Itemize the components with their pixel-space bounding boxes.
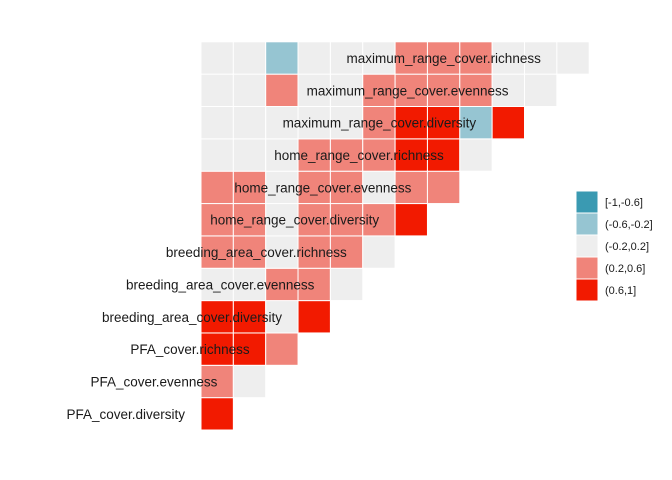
legend-label: (0.2,0.6] — [605, 263, 645, 275]
heatmap-cell — [232, 300, 267, 334]
heatmap-cell — [297, 267, 331, 302]
heatmap-cell — [297, 41, 331, 75]
heatmap-cell — [265, 332, 299, 366]
heatmap-cell — [232, 41, 267, 75]
legend: [-1,-0.6] (-0.6,-0.2] (-0.2,0.2] (0.2,0.6] (… — [575, 190, 653, 302]
row-label: home_range_cover.evenness — [234, 180, 411, 195]
heatmap-cell — [362, 41, 396, 75]
heatmap-cell — [232, 73, 267, 107]
heatmap-cell — [265, 73, 299, 107]
row-label: PFA_cover.diversity — [66, 407, 185, 422]
legend-swatch — [575, 234, 599, 258]
heatmap-cell — [524, 41, 558, 75]
heatmap-cell — [232, 267, 267, 302]
heatmap-cell — [265, 41, 299, 75]
row-label: breeding_area_cover.richness — [166, 245, 347, 260]
heatmap-cells — [200, 41, 590, 431]
row-label: PFA_cover.richness — [130, 342, 250, 357]
heatmap-cell — [329, 267, 364, 302]
row-label: PFA_cover.evenness — [91, 374, 218, 389]
heatmap-cell — [297, 106, 331, 140]
heatmap-cell — [426, 170, 461, 205]
heatmap-cell — [329, 170, 364, 205]
heatmap-cell — [394, 41, 428, 75]
heatmap-cell — [491, 73, 525, 107]
heatmap-cell — [362, 235, 396, 269]
heatmap-cell — [329, 41, 364, 75]
heatmap-cell — [232, 138, 267, 172]
heatmap-cell — [426, 73, 461, 107]
heatmap-cell — [200, 170, 234, 205]
heatmap-cell — [200, 397, 234, 431]
heatmap-cell — [524, 73, 558, 107]
heatmap-cell — [265, 300, 299, 334]
heatmap-cell — [265, 138, 299, 172]
heatmap-cell — [297, 203, 331, 237]
heatmap-cell — [265, 170, 299, 205]
heatmap-cell — [459, 138, 493, 172]
heatmap-cell — [329, 73, 364, 107]
heatmap-cell — [200, 364, 234, 399]
legend-swatch — [575, 190, 599, 214]
legend-swatch — [575, 256, 599, 280]
row-label: breeding_area_cover.diversity — [102, 310, 282, 325]
heatmap-cell — [200, 106, 234, 140]
heatmap-cell — [265, 106, 299, 140]
row-label: maximum_range_cover.richness — [347, 51, 542, 66]
heatmap-cell — [232, 203, 267, 237]
heatmap-cell — [200, 41, 234, 75]
heatmap-cell — [265, 267, 299, 302]
heatmap-cell — [200, 73, 234, 107]
legend-label: [-1,-0.6] — [605, 197, 643, 209]
legend-label: (-0.6,-0.2] — [605, 219, 653, 231]
heatmap-cell — [394, 203, 428, 237]
heatmap-cell — [200, 138, 234, 172]
row-label: breeding_area_cover.evenness — [126, 277, 315, 292]
heatmap-cell — [491, 41, 525, 75]
row-label: maximum_range_cover.evenness — [307, 83, 509, 98]
heatmap-cell — [329, 106, 364, 140]
heatmap-cell — [200, 332, 234, 366]
row-labels: PFA_cover.diversity PFA_cover.evenness PFA… — [66, 51, 541, 422]
heatmap-cell — [297, 300, 331, 334]
heatmap-cell — [426, 41, 461, 75]
heatmap-cell — [232, 235, 267, 269]
heatmap-cell — [297, 138, 331, 172]
heatmap-cell — [232, 364, 267, 399]
heatmap-cell — [394, 106, 428, 140]
legend-label: (-0.2,0.2] — [605, 241, 649, 253]
heatmap-cell — [329, 203, 364, 237]
heatmap-cell — [297, 73, 331, 107]
legend-swatch — [575, 212, 599, 236]
heatmap-cell — [491, 106, 525, 140]
heatmap-cell — [200, 267, 234, 302]
heatmap-cell — [232, 106, 267, 140]
row-label: maximum_range_cover.diversity — [283, 116, 477, 131]
row-label: home_range_cover.diversity — [210, 213, 379, 228]
heatmap-cell — [265, 235, 299, 269]
heatmap-cell — [556, 41, 590, 75]
legend-swatch — [575, 278, 599, 302]
heatmap-cell — [200, 203, 234, 237]
heatmap-cell — [394, 170, 428, 205]
legend-label: (0.6,1] — [605, 285, 636, 297]
row-label: home_range_cover.richness — [274, 148, 444, 163]
